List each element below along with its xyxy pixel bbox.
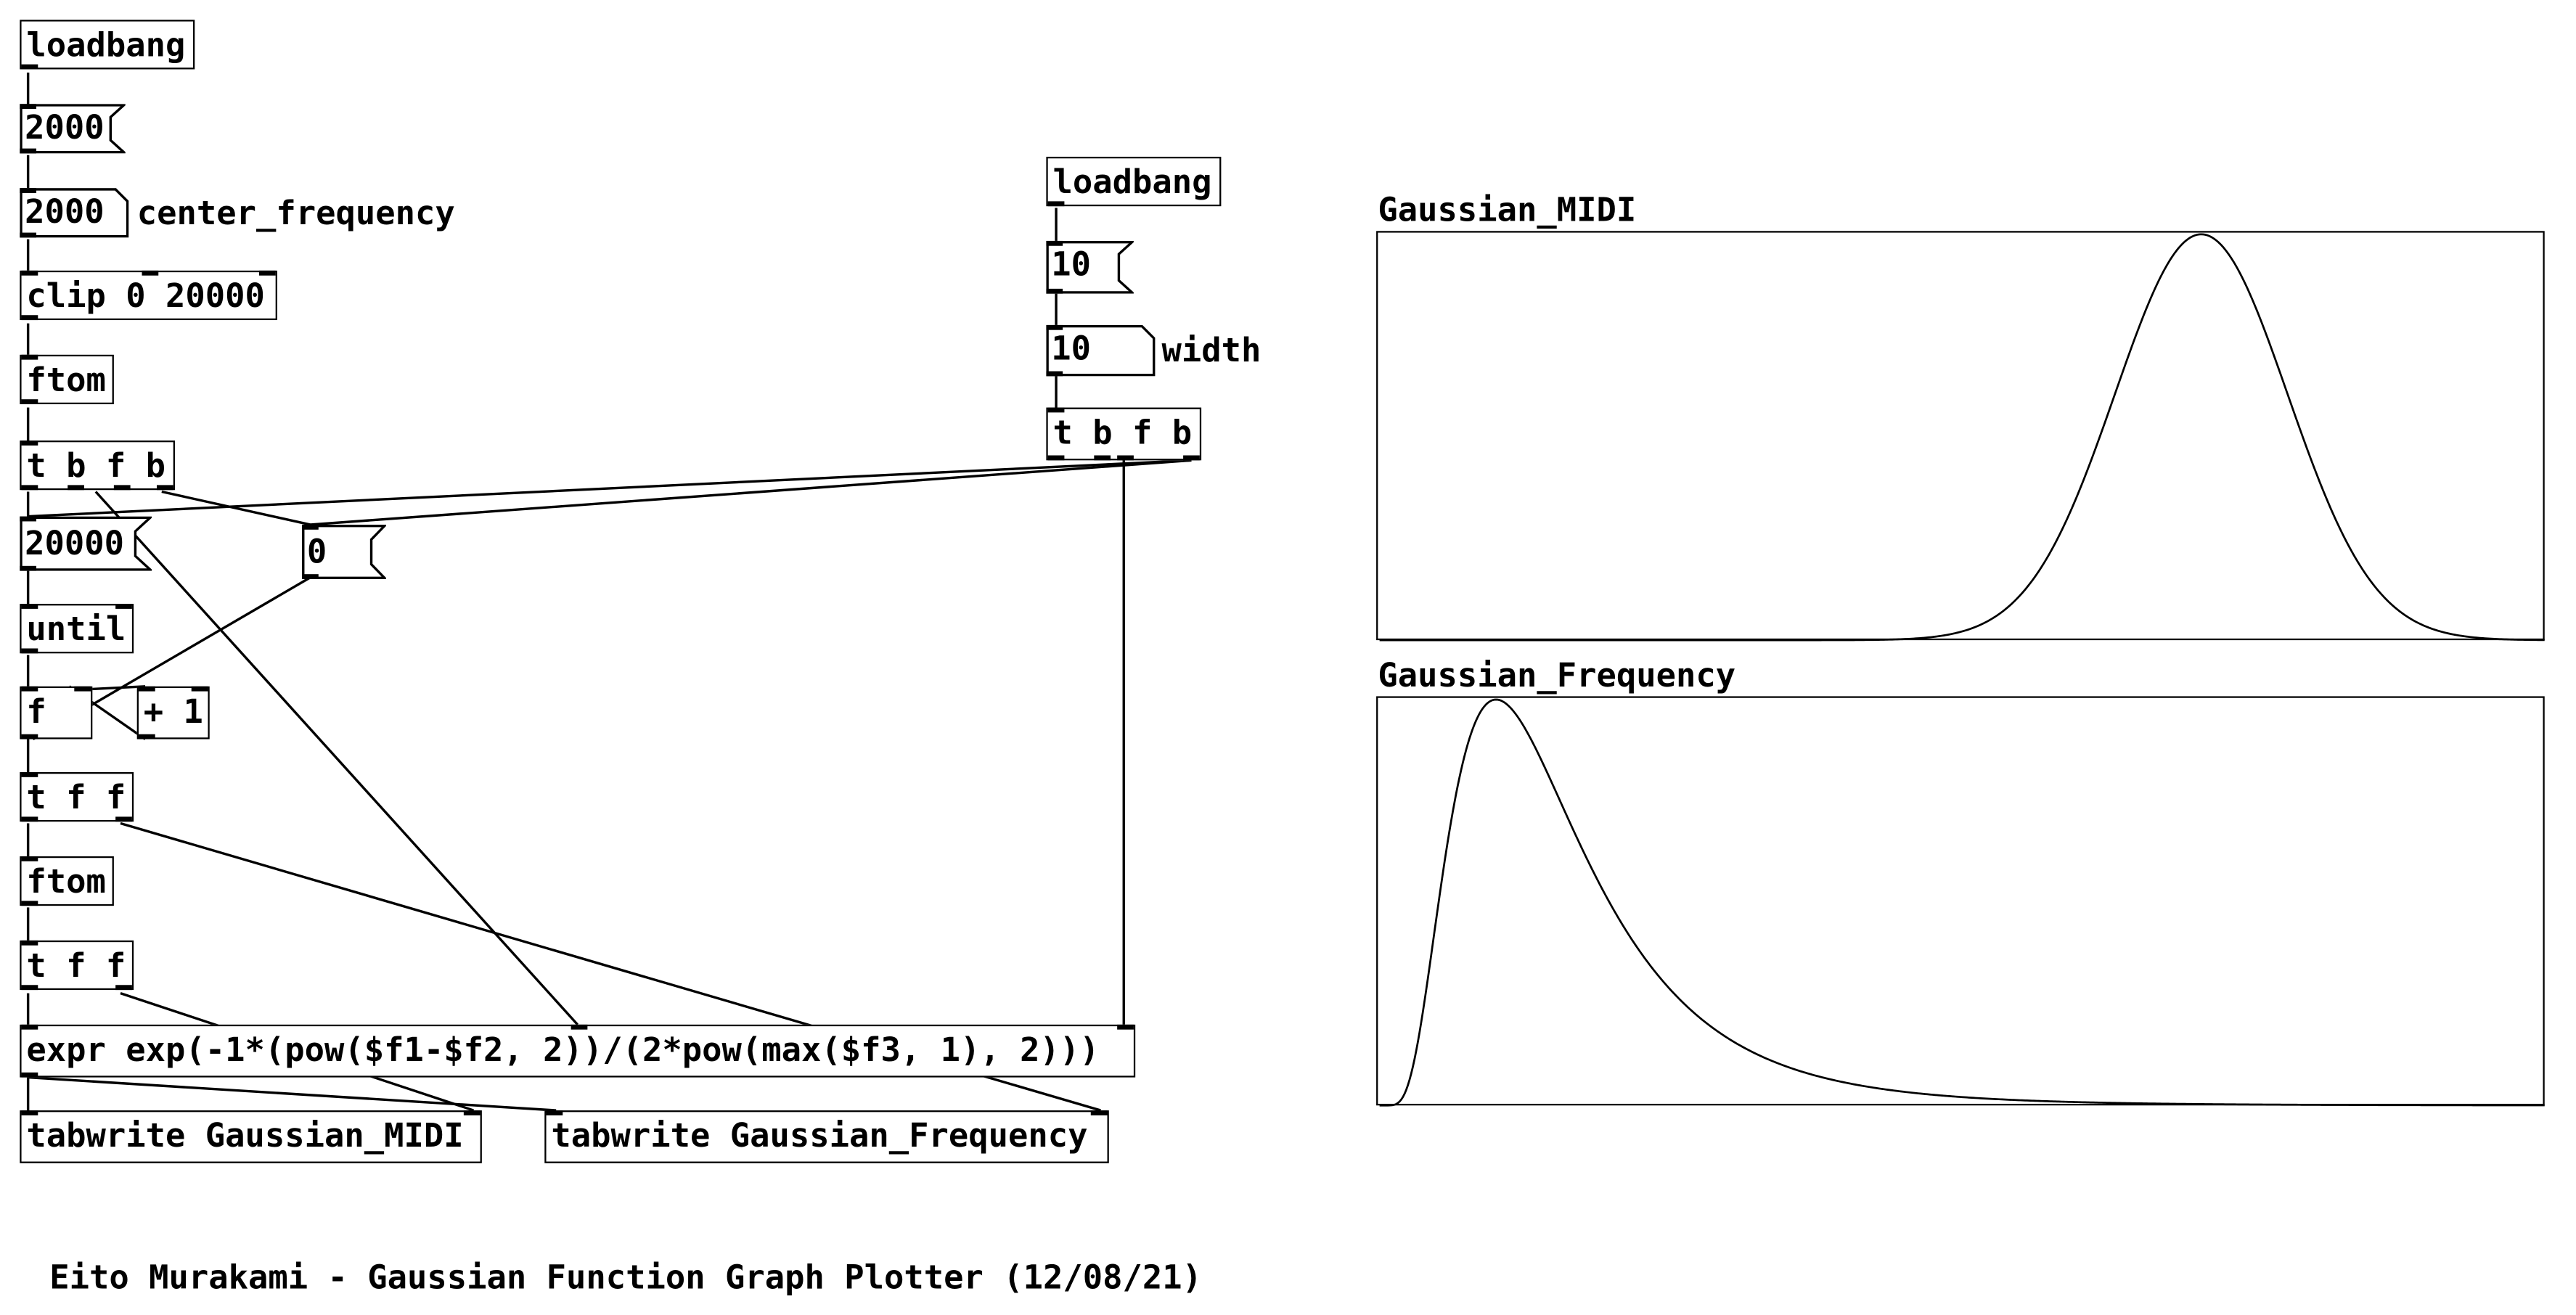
trigger-bfb-object-right[interactable]: t b f b xyxy=(1046,407,1202,461)
gaussian-frequency-curve xyxy=(1379,698,2545,1107)
trigger-ff-object-1[interactable]: t f f xyxy=(20,771,134,822)
object-text: t b f b xyxy=(1052,412,1193,452)
plus-one-object[interactable]: + 1 xyxy=(136,686,210,740)
gaussian-frequency-graph[interactable] xyxy=(1376,696,2545,1107)
number-box-center-frequency[interactable]: 2000 xyxy=(20,188,129,238)
message-box-2000[interactable]: 2000 xyxy=(20,104,126,154)
graph-title-midi: Gaussian_MIDI xyxy=(1378,189,1637,230)
object-text: ftom xyxy=(26,861,106,901)
object-text: t f f xyxy=(26,945,126,986)
center-frequency-label: center_frequency xyxy=(136,192,455,233)
gaussian-midi-curve xyxy=(1379,233,2545,642)
loadbang-object-2[interactable]: loadbang xyxy=(1046,156,1222,207)
tabwrite-midi-object[interactable]: tabwrite Gaussian_MIDI xyxy=(20,1110,482,1163)
expr-object[interactable]: expr exp(-1*(pow($f1-$f2, 2))/(2*pow(max… xyxy=(20,1024,1136,1078)
object-text: loadbang xyxy=(26,25,186,65)
object-text: f xyxy=(26,691,46,732)
object-text: t f f xyxy=(26,777,126,817)
object-text: tabwrite Gaussian_Frequency xyxy=(551,1115,1088,1155)
float-object[interactable]: f xyxy=(20,686,93,740)
object-text: tabwrite Gaussian_MIDI xyxy=(26,1115,464,1155)
object-text: until xyxy=(26,608,126,649)
gaussian-frequency-plot xyxy=(1379,698,2545,1107)
until-object[interactable]: until xyxy=(20,604,134,654)
credit-comment: Eito Murakami - Gaussian Function Graph … xyxy=(49,1257,1202,1297)
gaussian-midi-plot xyxy=(1379,233,2545,642)
number-value: 2000 xyxy=(25,191,105,232)
message-text: 20000 xyxy=(25,523,125,563)
message-text: 2000 xyxy=(25,107,105,147)
loadbang-object[interactable]: loadbang xyxy=(20,20,195,70)
ftom-object-2[interactable]: ftom xyxy=(20,856,114,906)
message-box-20000[interactable]: 20000 xyxy=(20,516,152,571)
object-text: loadbang xyxy=(1052,161,1212,202)
object-text: expr exp(-1*(pow($f1-$f2, 2))/(2*pow(max… xyxy=(26,1029,1100,1070)
message-box-10[interactable]: 10 xyxy=(1046,240,1134,294)
number-value: 10 xyxy=(1051,328,1091,368)
trigger-bfb-object-left[interactable]: t b f b xyxy=(20,441,175,491)
tabwrite-frequency-object[interactable]: tabwrite Gaussian_Frequency xyxy=(544,1110,1109,1163)
object-text: + 1 xyxy=(143,691,203,732)
object-text: t b f b xyxy=(26,445,166,486)
ftom-object[interactable]: ftom xyxy=(20,354,114,405)
number-box-width[interactable]: 10 xyxy=(1046,324,1156,377)
gaussian-midi-graph[interactable] xyxy=(1376,231,2545,642)
object-text: clip 0 20000 xyxy=(26,275,265,316)
message-text: 0 xyxy=(306,531,327,571)
object-text: ftom xyxy=(26,359,106,400)
message-text: 10 xyxy=(1051,244,1091,284)
clip-object[interactable]: clip 0 20000 xyxy=(20,270,277,321)
message-box-zero[interactable]: 0 xyxy=(302,524,386,579)
width-label: width xyxy=(1161,329,1262,370)
graph-title-frequency: Gaussian_Frequency xyxy=(1378,655,1736,695)
trigger-ff-object-2[interactable]: t f f xyxy=(20,940,134,991)
